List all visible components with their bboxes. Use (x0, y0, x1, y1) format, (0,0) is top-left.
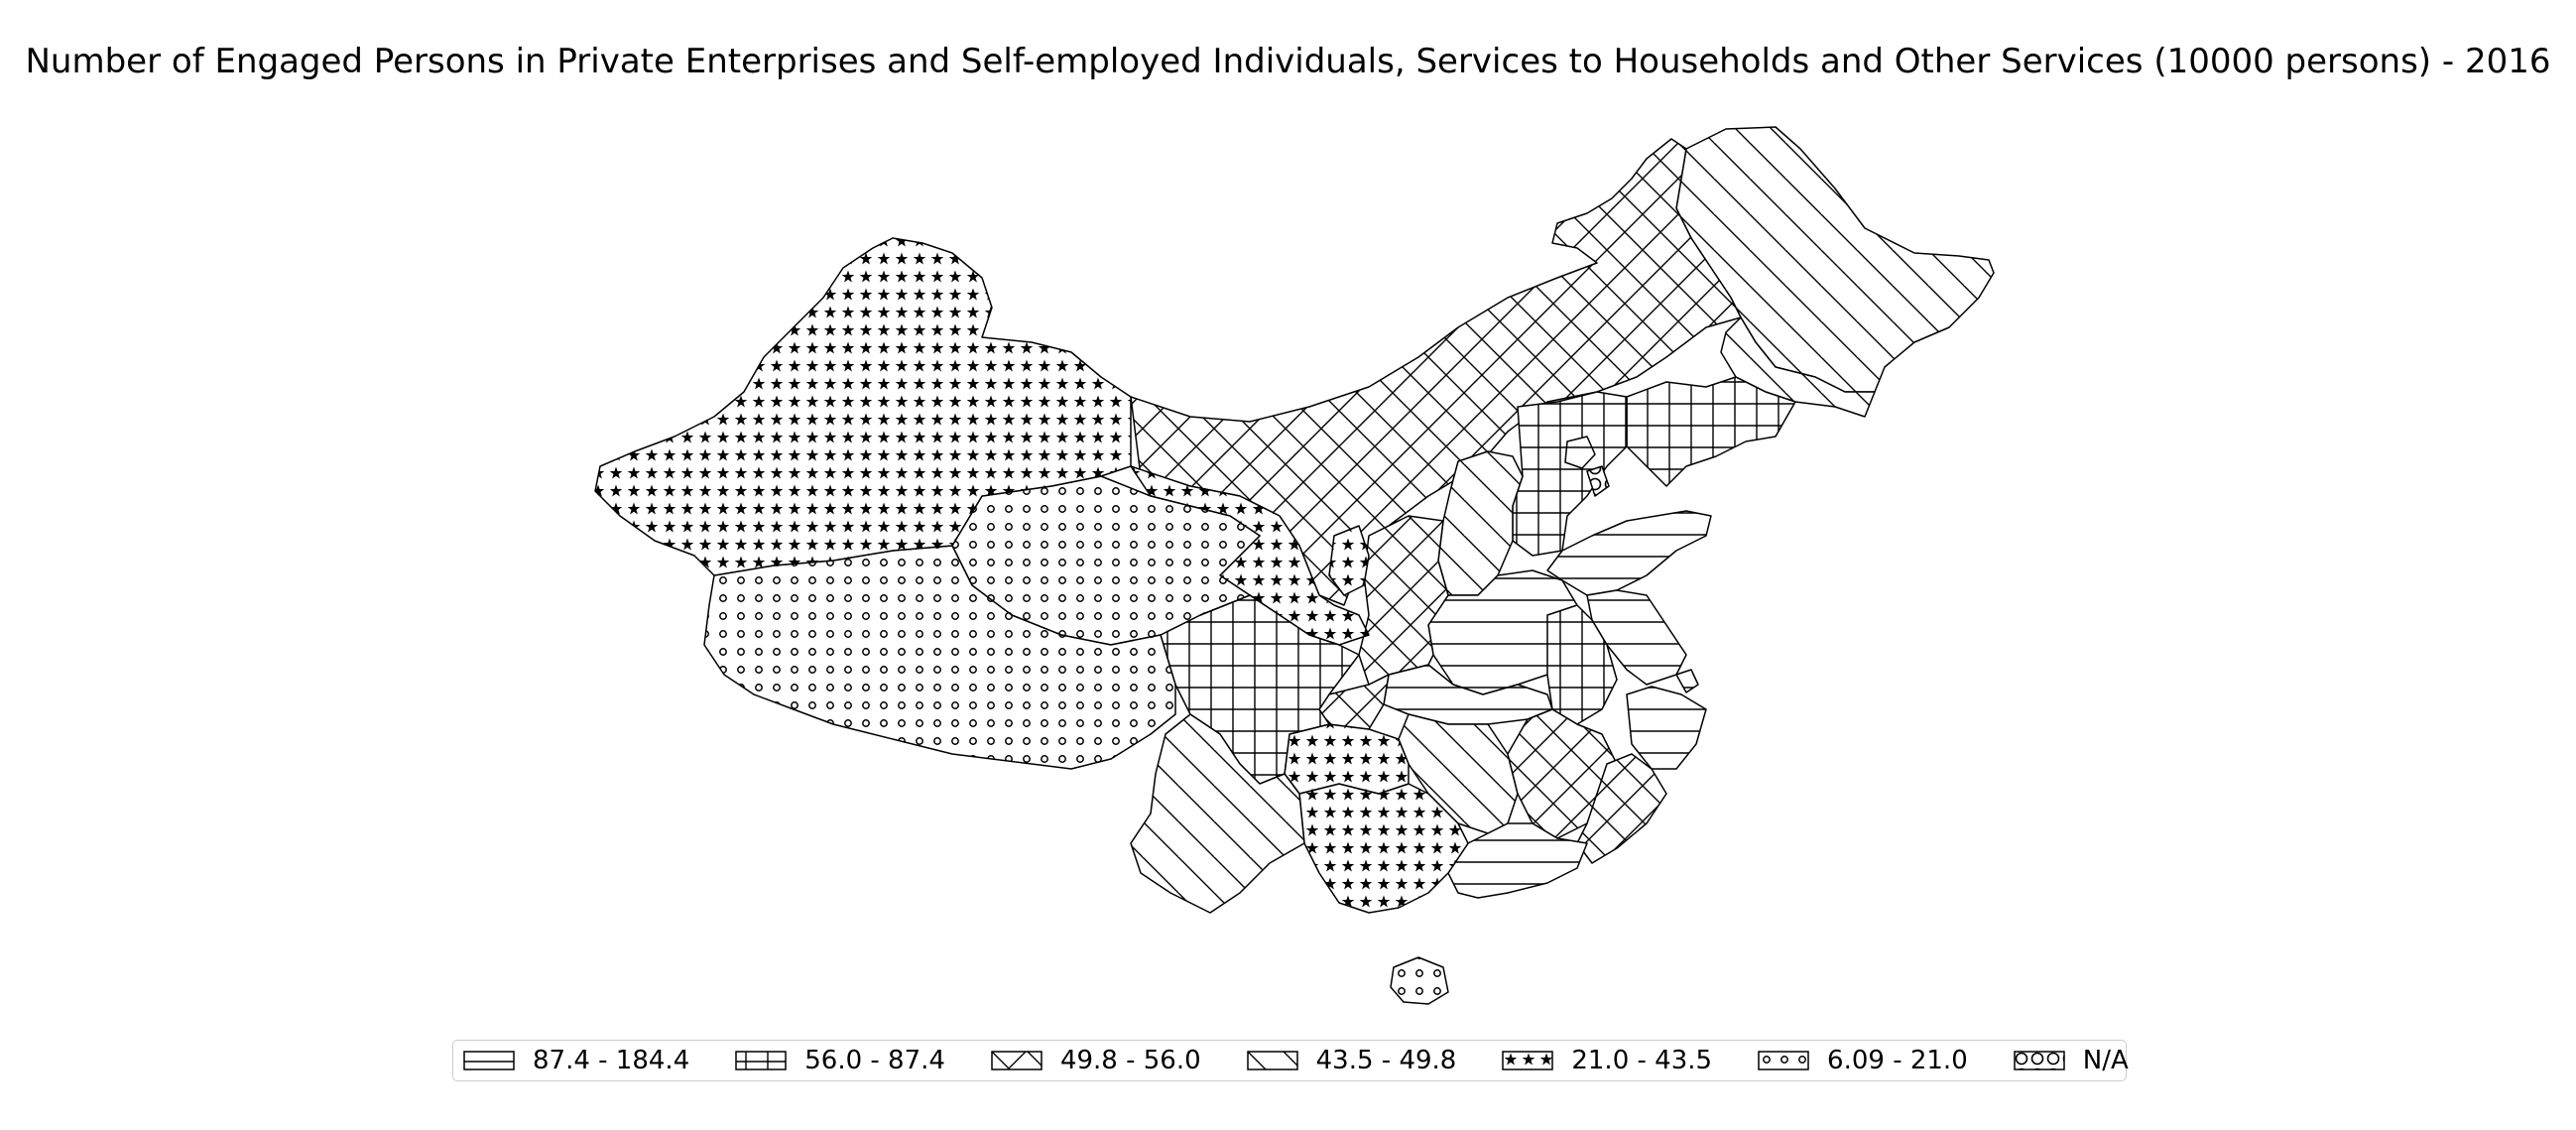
region-tianjin (1586, 465, 1610, 497)
region-guangdong (1447, 822, 1588, 899)
region-tibet (703, 545, 1176, 770)
legend-swatch-star (1502, 1051, 1554, 1070)
legend-label: 21.0 - 43.5 (1571, 1046, 1713, 1075)
legend-swatch-hline (463, 1051, 515, 1070)
region-zhejiang (1626, 686, 1707, 770)
legend-label: 87.4 - 184.4 (533, 1046, 690, 1075)
region-xinjiang (594, 237, 1132, 576)
map-title: Number of Engaged Persons in Private Ent… (25, 42, 2551, 81)
legend-swatch-dot (1758, 1051, 1809, 1070)
region-shanghai (1675, 669, 1699, 693)
legend-item: 43.5 - 49.8 (1246, 1046, 1457, 1075)
legend-label: 49.8 - 56.0 (1059, 1046, 1201, 1075)
legend-item: 87.4 - 184.4 (463, 1046, 689, 1075)
region-ningxia (1328, 525, 1370, 596)
region-anhui (1546, 604, 1618, 725)
legend-swatch-cross (991, 1051, 1043, 1070)
legend-item: 56.0 - 87.4 (735, 1046, 945, 1075)
legend-label: 43.5 - 49.8 (1315, 1046, 1457, 1075)
legend-label: N/A (2082, 1046, 2129, 1075)
region-liaoning (1626, 376, 1796, 487)
legend-swatch-bigdot (2014, 1051, 2065, 1070)
legend-item: N/A (2014, 1046, 2129, 1075)
region-guizhou (1284, 723, 1410, 795)
region-hainan (1390, 956, 1449, 1005)
legend-item: 6.09 - 21.0 (1758, 1046, 1968, 1075)
region-fujian (1576, 753, 1667, 864)
legend: 87.4 - 184.4 56.0 - 87.4 49.8 - 56.0 43.5 -… (452, 1040, 2129, 1081)
region-shandong (1546, 510, 1712, 596)
legend-item: 21.0 - 43.5 (1502, 1046, 1712, 1075)
region-jilin (1720, 316, 1876, 418)
region-beijing (1564, 436, 1596, 469)
region-shaanxi (1358, 515, 1449, 686)
legend-item: 49.8 - 56.0 (991, 1046, 1201, 1075)
region-yunnan (1130, 713, 1305, 914)
legend-label: 56.0 - 87.4 (804, 1046, 945, 1075)
legend-swatch-grid (735, 1051, 787, 1070)
legend-swatch-diag (1246, 1051, 1298, 1070)
legend-label: 6.09 - 21.0 (1827, 1046, 1968, 1075)
